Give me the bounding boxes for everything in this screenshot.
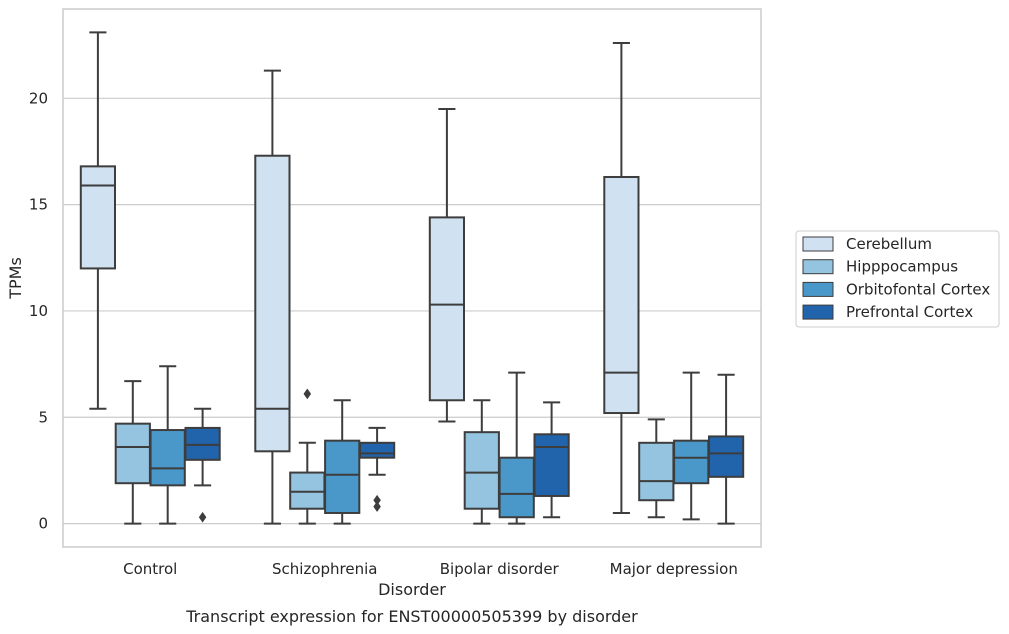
box-iqr (533, 433, 570, 497)
box-plot-orbitofontal-cortex (149, 365, 186, 525)
y-tick-label: 10 (29, 302, 48, 320)
tick-labels: 0 5 10 15 20 Control Schizophrenia Bipolar diso… (29, 89, 738, 578)
legend-label: Orbitofontal Cortex (846, 280, 990, 298)
box-plot-cerebellum (428, 107, 466, 423)
legend-label: Prefrontal Cortex (846, 303, 973, 321)
y-tick-label: 20 (29, 89, 48, 107)
box-iqr (603, 175, 640, 415)
box-plot-hipppocampus (114, 380, 151, 525)
box-iqr (428, 216, 466, 402)
legend-swatch (802, 236, 834, 252)
box-plot-orbitofontal-cortex (673, 371, 710, 521)
outlier-point (373, 501, 381, 513)
legend-swatch (802, 304, 834, 320)
y-axis-title: TPMs (6, 257, 25, 300)
y-tick-label: 5 (38, 408, 48, 426)
legend-swatch (802, 259, 834, 275)
legend-frame (795, 230, 1000, 328)
chart-title: Transcript expression for ENST0000050539… (185, 607, 638, 626)
box-plot-orbitofontal-cortex (498, 371, 535, 525)
box-plot-prefrontal-cortex (184, 407, 221, 523)
outlier-point (303, 388, 312, 400)
box-iqr (498, 456, 535, 519)
box-plot-cerebellum (79, 31, 117, 410)
box-iqr (358, 441, 396, 459)
box-plot-prefrontal-cortex (707, 373, 745, 525)
x-axis-title: Disorder (378, 580, 446, 599)
box-iqr (463, 431, 500, 510)
box-iqr (638, 441, 675, 502)
box-iqr (114, 422, 151, 485)
legend-swatch (802, 281, 834, 297)
box-plot-hipppocampus (289, 388, 326, 525)
box-iqr (254, 154, 291, 453)
x-tick-label: Control (123, 560, 177, 578)
x-tick-label: Major depression (610, 560, 738, 578)
box-iqr (79, 165, 117, 270)
box-plot-prefrontal-cortex (533, 401, 570, 519)
x-tick-label: Schizophrenia (272, 560, 377, 578)
box-plot-cerebellum (603, 42, 640, 514)
y-tick-label: 0 (38, 515, 48, 533)
box-iqr (184, 426, 221, 461)
box-iqr (289, 471, 326, 510)
plot-frame (62, 8, 762, 548)
box-plot-hipppocampus (463, 399, 500, 525)
legend-label: Cerebellum (846, 235, 932, 253)
box-plot-hipppocampus (638, 418, 675, 519)
box-iqr (707, 435, 745, 478)
legend-label: Hipppocampus (846, 258, 958, 276)
box-iqr (324, 439, 361, 514)
legend: Cerebellum Hipppocampus Orbitofontal Corte… (795, 230, 1000, 328)
box-plot-cerebellum (254, 69, 291, 525)
y-tick-label: 15 (29, 196, 48, 214)
box-iqr (149, 429, 186, 487)
box-iqr (673, 439, 710, 485)
box-plot-prefrontal-cortex (358, 426, 396, 513)
grid-lines (63, 97, 761, 525)
x-tick-label: Bipolar disorder (440, 560, 560, 578)
outlier-point (198, 511, 207, 523)
box-plots (79, 31, 745, 525)
box-plot-orbitofontal-cortex (324, 399, 361, 525)
